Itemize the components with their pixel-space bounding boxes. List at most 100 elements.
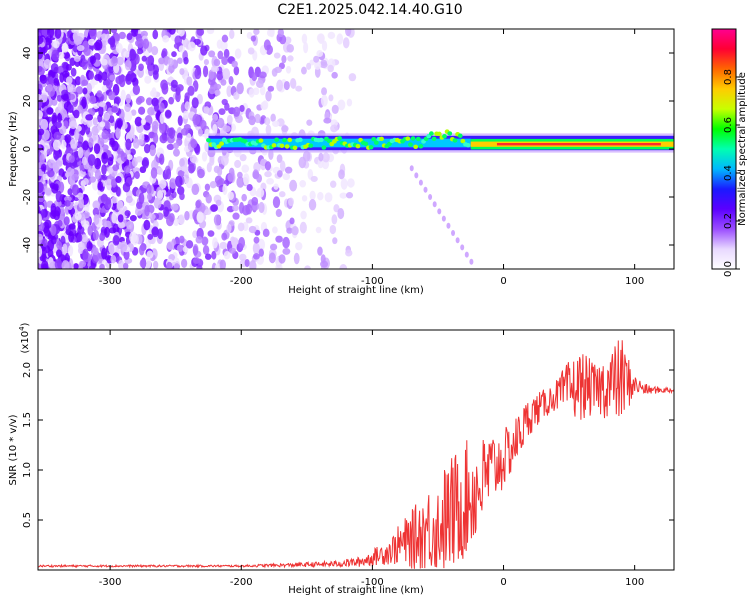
noise-mark [118, 31, 126, 40]
noise-mark [42, 263, 48, 269]
noise-mark [209, 157, 215, 166]
y-tick-label: -40 [22, 237, 33, 253]
streak-mark [464, 251, 469, 258]
noise-mark [265, 124, 272, 136]
noise-mark [101, 247, 108, 260]
noise-mark [346, 98, 353, 107]
noise-mark [329, 224, 337, 235]
noise-mark [40, 209, 46, 219]
noise-mark [165, 110, 172, 118]
noise-mark [255, 79, 264, 89]
noise-mark [81, 59, 88, 70]
snr-panel: -300 -200 -100 0 100 0.5 1.0 1.5 2.0 Height of … [8, 322, 675, 596]
noise-mark [101, 152, 109, 165]
noise-mark [101, 164, 107, 176]
noise-mark [85, 114, 94, 121]
noise-mark [173, 218, 180, 227]
noise-mark [201, 236, 209, 246]
noise-mark [303, 41, 309, 54]
noise-mark [281, 54, 287, 64]
noise-mark [56, 240, 63, 250]
noise-mark [178, 214, 185, 225]
noise-mark [115, 127, 121, 139]
noise-mark [125, 195, 133, 204]
noise-mark [136, 139, 144, 146]
noise-mark [204, 141, 210, 153]
noise-mark [53, 210, 60, 221]
noise-mark [239, 104, 245, 113]
noise-mark [70, 138, 78, 149]
noise-mark [337, 99, 346, 111]
noise-mark [286, 44, 295, 53]
y-tick-label: 0 [22, 146, 33, 152]
noise-mark [241, 193, 247, 202]
noise-mark [340, 178, 348, 190]
noise-mark [38, 233, 44, 241]
noise-mark [64, 134, 71, 144]
noise-mark [38, 181, 44, 194]
noise-mark [159, 112, 165, 124]
signal-mark [465, 142, 471, 148]
noise-mark [152, 70, 159, 80]
noise-mark [92, 207, 100, 217]
noise-mark [124, 210, 131, 217]
noise-mark [176, 57, 183, 64]
noise-mark [194, 67, 202, 80]
noise-mark [193, 38, 201, 45]
noise-mark [338, 169, 345, 180]
noise-mark [44, 187, 53, 196]
noise-mark [221, 154, 229, 166]
x-tick-label: -200 [230, 577, 253, 588]
noise-mark [283, 80, 290, 91]
signal-mark [318, 137, 324, 143]
noise-mark [209, 181, 217, 189]
noise-mark [70, 67, 77, 77]
noise-mark [332, 237, 338, 245]
spectrogram-y-axis-label: Frequency (Hz) [8, 111, 19, 187]
noise-mark [189, 154, 197, 163]
noise-mark [118, 259, 125, 269]
noise-mark [82, 248, 89, 260]
noise-mark [269, 29, 275, 38]
noise-mark [71, 173, 80, 181]
noise-mark [147, 233, 154, 240]
noise-mark [67, 245, 74, 257]
noise-mark [259, 85, 266, 96]
noise-mark [80, 234, 88, 243]
noise-mark [348, 73, 357, 82]
noise-mark [159, 102, 165, 113]
streak-mark [437, 208, 442, 215]
snr-x-axis-label: Height of straight line (km) [288, 585, 424, 596]
noise-mark [239, 201, 245, 214]
noise-mark [178, 235, 185, 244]
snr-scale-label: (x104) [18, 322, 31, 353]
noise-mark [87, 225, 93, 236]
colorbar-tick-label: 0.8 [723, 69, 734, 85]
noise-mark [105, 197, 112, 205]
noise-mark [183, 124, 191, 131]
signal-mark [447, 131, 453, 136]
noise-mark [232, 212, 240, 220]
signal-mark [337, 136, 343, 141]
noise-mark [124, 59, 132, 71]
noise-mark [44, 37, 52, 46]
noise-mark [162, 35, 170, 43]
noise-mark [97, 122, 104, 131]
noise-mark [192, 257, 201, 264]
noise-mark [57, 113, 63, 123]
streak-mark [414, 172, 419, 179]
noise-mark [137, 38, 144, 48]
streak-mark [441, 215, 446, 222]
noise-mark [103, 220, 112, 230]
noise-mark [134, 171, 140, 179]
noise-mark [339, 192, 348, 199]
noise-mark [170, 79, 178, 89]
noise-mark [315, 226, 322, 234]
noise-mark [110, 178, 117, 188]
streak-mark [432, 201, 437, 208]
signal-mark [429, 131, 434, 136]
noise-mark [174, 35, 183, 46]
noise-mark [200, 45, 208, 56]
noise-mark [196, 211, 204, 224]
noise-mark [330, 124, 338, 133]
